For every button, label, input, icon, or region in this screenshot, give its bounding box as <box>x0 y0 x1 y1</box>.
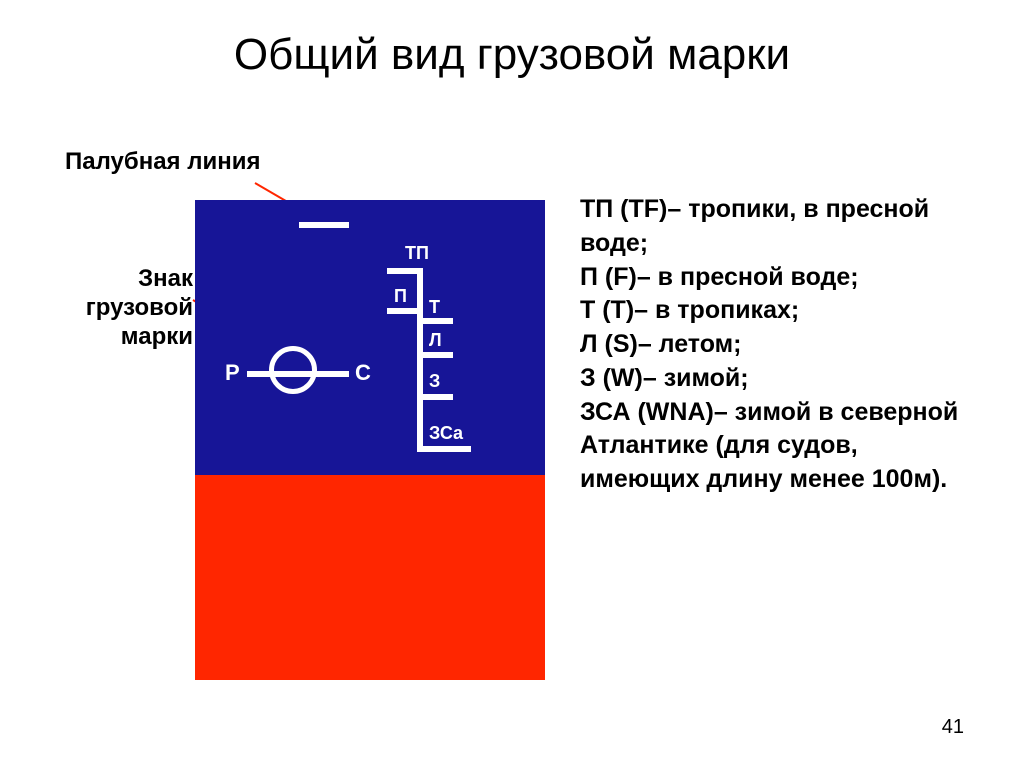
plimsoll-letter-left: Р <box>225 360 240 386</box>
tick-label-l: Л <box>429 330 442 351</box>
legend-line-p: П (F)– в пресной воде; <box>580 261 980 295</box>
comb-vertical <box>417 268 423 452</box>
load-mark-label: Знак грузовой марки <box>63 265 193 351</box>
plimsoll-hline <box>247 371 349 377</box>
legend-line-tp: ТП (TF)– тропики, в пресной воде; <box>580 193 980 261</box>
load-line-diagram: Р С ТП П Т Л З ЗСа <box>195 200 545 680</box>
legend-line-l: Л (S)– летом; <box>580 328 980 362</box>
tick-z <box>423 394 453 400</box>
tick-zsa <box>423 446 471 452</box>
page-title: Общий вид грузовой марки <box>0 0 1024 80</box>
plimsoll-letter-right: С <box>355 360 371 386</box>
ship-hull-upper <box>195 200 545 475</box>
tick-t <box>423 318 453 324</box>
legend-line-z: З (W)– зимой; <box>580 362 980 396</box>
deck-line-mark <box>299 222 349 228</box>
plimsoll-circle <box>269 346 317 394</box>
tick-label-zsa: ЗСа <box>429 423 463 444</box>
tick-label-p: П <box>394 286 407 307</box>
ship-hull-lower <box>195 475 545 680</box>
tick-l <box>423 352 453 358</box>
tick-label-t: Т <box>429 297 440 318</box>
tick-tp <box>387 268 417 274</box>
tick-p <box>387 308 417 314</box>
tick-label-z: З <box>429 371 440 392</box>
deck-line-label: Палубная линия <box>65 148 260 176</box>
legend-line-zsa: ЗСА (WNA)– зимой в северной Атлантике (д… <box>580 396 980 497</box>
tick-label-tp: ТП <box>405 243 429 264</box>
legend-line-t: Т (Т)– в тропиках; <box>580 294 980 328</box>
legend-block: ТП (TF)– тропики, в пресной воде; П (F)–… <box>580 193 980 497</box>
page-number: 41 <box>942 716 964 739</box>
